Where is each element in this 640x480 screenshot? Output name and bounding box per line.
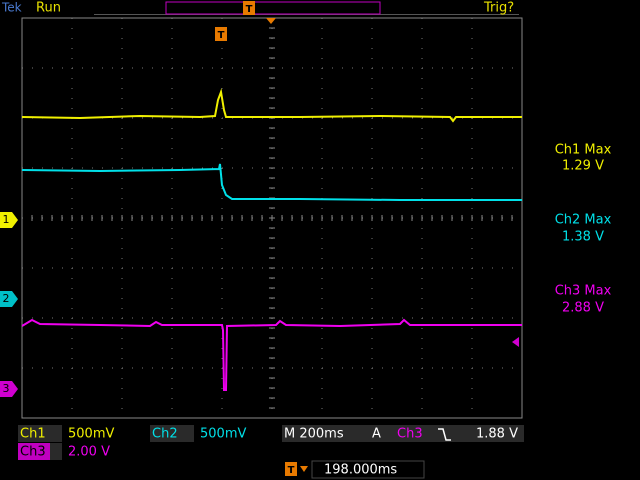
position-marker-box: [285, 462, 297, 476]
run-status: Run: [36, 1, 61, 16]
ch2-trace: [21, 163, 522, 201]
trigger-level-marker: [512, 337, 519, 347]
trigger-mode: A: [372, 427, 381, 442]
position: 198.000ms: [324, 463, 397, 478]
measurement-label: Ch2 Max: [555, 213, 612, 228]
ch3-marker: [0, 381, 18, 397]
position-marker: T: [288, 465, 295, 476]
value-box: [62, 443, 150, 460]
position-box: [311, 460, 425, 479]
ch1-scale: 500mV: [68, 427, 114, 442]
ch1-marker-label: 1: [3, 213, 10, 226]
trigger-marker: T: [246, 4, 253, 15]
ch3-scale: 2.00 V: [68, 445, 110, 460]
position-arrow: [300, 466, 308, 472]
value-box: [194, 425, 282, 442]
measurement-value: 1.38 V: [562, 230, 604, 245]
ch2-label: Ch2: [152, 427, 178, 442]
trigger-status: Trig?: [483, 1, 514, 16]
ch2-marker: [0, 291, 18, 307]
ch3-marker-label: 3: [3, 382, 10, 395]
ch3-label: Ch3: [20, 445, 46, 460]
ch1-trace: [21, 88, 522, 123]
measurement-value: 2.88 V: [562, 301, 604, 316]
trigger-source: Ch3: [397, 427, 423, 442]
record-view: [165, 1, 381, 15]
measurement-label: Ch3 Max: [555, 284, 612, 299]
timebase: M 200ms: [284, 427, 344, 442]
ch1-marker: [0, 212, 18, 228]
trigger-level: 1.88 V: [476, 427, 518, 442]
ch3-trace: [21, 318, 522, 391]
ch2-scale: 500mV: [200, 427, 246, 442]
trigger-marker: T: [218, 30, 225, 41]
falling-edge-icon: [438, 428, 451, 441]
value-box: [62, 425, 150, 442]
trigger-marker-box: [215, 27, 227, 41]
ch1-label: Ch1: [20, 427, 46, 442]
trigger-marker-box: [243, 1, 255, 15]
ch3-label-box: [18, 443, 50, 460]
measurement-label: Ch1 Max: [555, 143, 612, 158]
logo: Tek: [1, 1, 22, 15]
trigger-position: [266, 18, 276, 24]
measurement-value: 1.29 V: [562, 159, 604, 174]
ch2-marker-label: 2: [3, 292, 10, 305]
